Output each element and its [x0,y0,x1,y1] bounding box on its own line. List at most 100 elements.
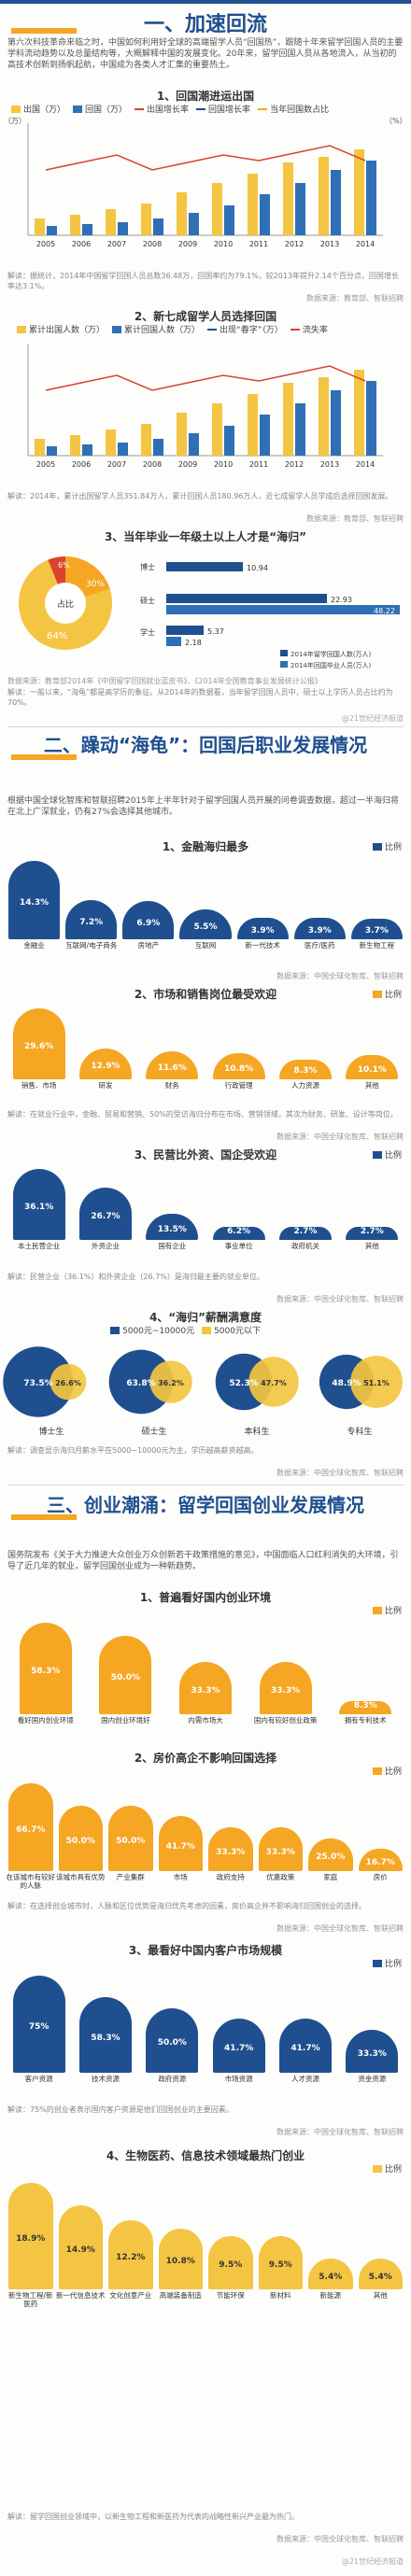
bar-series-a [354,370,364,456]
bar-series-b [153,439,163,456]
divider [7,726,404,727]
dome-bar [358,2259,403,2289]
dome-category-label: 本土民营企业 [18,1242,61,1250]
x-tick-label: 2006 [72,240,91,248]
section3-title: 三、创业潮涌：留学回国创业发展情况 [47,1494,364,1516]
s1-chart1-source: 数据来源：教育部、智联招聘 [306,294,404,303]
donut-chart [19,556,112,650]
s3-chart1-legend: 比例 [365,1604,402,1616]
section2-intro: 根据中国全球化智库和智联招聘2015年上半年针对于留学回国人员开展的问卷调查数据… [7,796,399,817]
donut-label-64: 64% [47,631,67,641]
s2-chart3-title: 3、民营比外资、国企受欢迎 [134,1148,277,1161]
dome-bar [8,861,61,939]
bar-series-b [295,403,305,456]
hbar-phd-1 [166,562,243,571]
salary-low-value: 26.6% [55,1379,81,1387]
dome-category-label: 在该城市有较好的人脉 [6,1873,56,1890]
bar-series-a [283,383,293,456]
bar-series-b [366,381,376,456]
bar-series-b [118,443,128,456]
dome-bar [58,1805,103,1871]
dome-category-label: 外资企业 [91,1242,120,1250]
donut-center-label: 占比 [57,598,74,610]
dome-category-label: 房价 [373,1873,388,1881]
dome-category-label: 房地产 [137,941,160,950]
hbar-bachelor-1-value: 5.37 [207,627,224,636]
bar-series-b [189,213,199,235]
salary-low-value: 36.2% [158,1379,184,1387]
dome-bar [12,1169,65,1240]
dome-category-label: 政府资源 [158,2075,187,2083]
s2-chart3-domes: 36.1% 本土民营企业 26.7% 外资企业 13.5% 国有企业 6.2% 事业单位 2.7… [6,1161,405,1266]
dome-bar [279,2019,332,2073]
dome-category-label: 资金资源 [358,2075,387,2083]
dome-value-label: 10.8% [224,1064,254,1075]
dome-bar [79,1187,132,1240]
dome-bar [212,1053,265,1079]
dome-category-label: 国内有较好创业政策 [253,1716,318,1724]
bar-series-a [141,204,151,235]
bar-series-a [248,394,258,456]
title-accent [11,1514,77,1520]
section3-intro: 国务院发布《关于大力推进大众创业万众创新若干政策措施的意见》，中国面临人口红利消… [7,1551,399,1571]
bar-series-b [82,444,92,456]
dome-value-label: 26.7% [91,1211,120,1221]
bar-series-a [70,435,80,456]
s1-chart1-note: 解读：据统计，2014年中国留学回国人员总数36.48万，回国率约为79.1%，… [7,272,399,290]
x-tick-label: 2014 [356,240,375,248]
dome-value-label: 8.3% [353,1701,377,1710]
salary-high-value: 48.9% [332,1379,361,1388]
dome-bar [308,1837,353,1871]
bar-series-b [189,433,199,456]
dome-bar [258,1827,303,1871]
dome-value-label: 2.7% [360,1227,384,1236]
s1-chart3-svg: 占比 6% 30% 64% 博士 10.94 硕士 22.93 48.22 学士… [19,556,400,669]
dome-bar [279,1227,332,1240]
bar-series-b [224,426,234,456]
hbar-master-1-value: 22.93 [331,596,352,604]
s1-chart1-legend: 出国（万） 回国（万） 出国增长率 回国增长率 当年回国数占比 [4,103,329,115]
dome-bar [346,1227,399,1240]
dome-category-label: 国有企业 [158,1242,187,1250]
s2-chart1-legend: 比例 [365,840,402,852]
dome-value-label: 18.9% [16,2234,46,2244]
salary-circle-low [248,1357,299,1407]
dome-bar [346,2029,399,2073]
x-tick-label: 2009 [178,460,197,469]
salary-low-value: 51.1% [363,1379,390,1387]
dome-value-label: 41.7% [224,2044,254,2054]
dome-bar [208,2235,253,2289]
s2-chart2-title: 2、市场和销售岗位最受欢迎 [134,988,277,1001]
dome-bar [12,1976,65,2073]
dome-category-label: 拥有专利技术 [344,1716,387,1724]
salary-category-label: 博士生 [38,1426,64,1437]
bar-series-b [153,218,163,235]
s2-chart3-legend: 比例 [365,1148,402,1161]
dome-value-label: 50.0% [116,1836,146,1846]
x-tick-label: 2012 [285,240,304,248]
dome-category-label: 研发 [98,1081,113,1090]
hbar-master-2-value: 48.22 [374,607,395,615]
salary-low-value: 47.7% [261,1379,287,1387]
dome-category-label: 政府机关 [291,1242,319,1250]
hbar-label-master: 硕士 [140,596,155,605]
dome-value-label: 9.5% [219,2260,243,2271]
bar-series-b [295,183,305,235]
s2-chart4-legend: 5000元~10000元 5000元以下 [103,1324,261,1336]
dome-value-label: 50.0% [157,2038,187,2048]
s3-chart4-title: 4、生物医药、信息技术领域最热门创业 [106,2149,305,2162]
bar-series-a [70,215,80,235]
dome-category-label: 互联网/电子商务 [65,941,118,950]
dome-value-label: 10.1% [357,1065,387,1076]
bar-series-b [366,161,376,235]
hbar-bachelor-2 [166,637,181,646]
dome-value-label: 41.7% [165,1841,195,1851]
line-series [45,145,366,171]
dome-category-label: 国内创业环境好 [101,1716,150,1724]
dome-value-label: 16.7% [365,1858,395,1867]
dome-category-label: 市场资源 [224,2075,253,2083]
salary-category-label: 专科生 [347,1426,372,1437]
top-stripe [0,0,411,4]
bar-series-a [248,174,258,235]
bar-series-b [260,415,270,456]
